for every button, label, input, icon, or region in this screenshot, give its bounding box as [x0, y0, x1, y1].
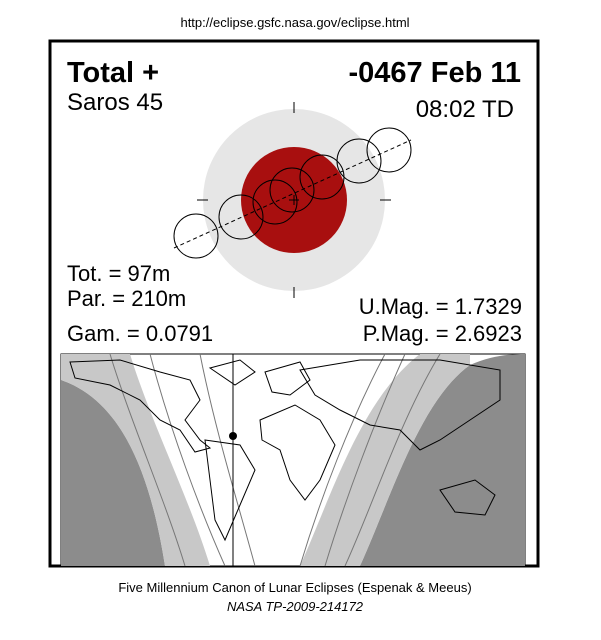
- no-visibility-west: [61, 380, 165, 566]
- sub-lunar-point: [229, 432, 237, 440]
- time: 08:02 TD: [416, 96, 514, 123]
- no-visibility-east: [360, 354, 525, 566]
- umbral-magnitude: U.Mag. = 1.7329: [359, 294, 522, 319]
- total-duration: Tot. = 97m: [67, 261, 170, 286]
- moon-path: [173, 139, 412, 249]
- gamma: Gam. = 0.0791: [67, 321, 213, 346]
- contact-curves: [109, 353, 441, 567]
- footer-publication: NASA TP-2009-214172: [227, 599, 364, 614]
- eclipse-type: Total +: [67, 57, 159, 89]
- visibility-map: [60, 353, 526, 567]
- url: http://eclipse.gsfc.nasa.gov/eclipse.htm…: [180, 15, 409, 30]
- footer-canon: Five Millennium Canon of Lunar Eclipses …: [118, 580, 471, 595]
- penumbral-west: [61, 354, 210, 566]
- eclipse-date: -0467 Feb 11: [349, 57, 522, 89]
- penumbral-magnitude: P.Mag. = 2.6923: [363, 321, 522, 346]
- shadow-diagram: [173, 102, 412, 298]
- moon-positions: [173, 127, 412, 259]
- saros: Saros 45: [67, 89, 163, 116]
- partial-duration: Par. = 210m: [67, 286, 186, 311]
